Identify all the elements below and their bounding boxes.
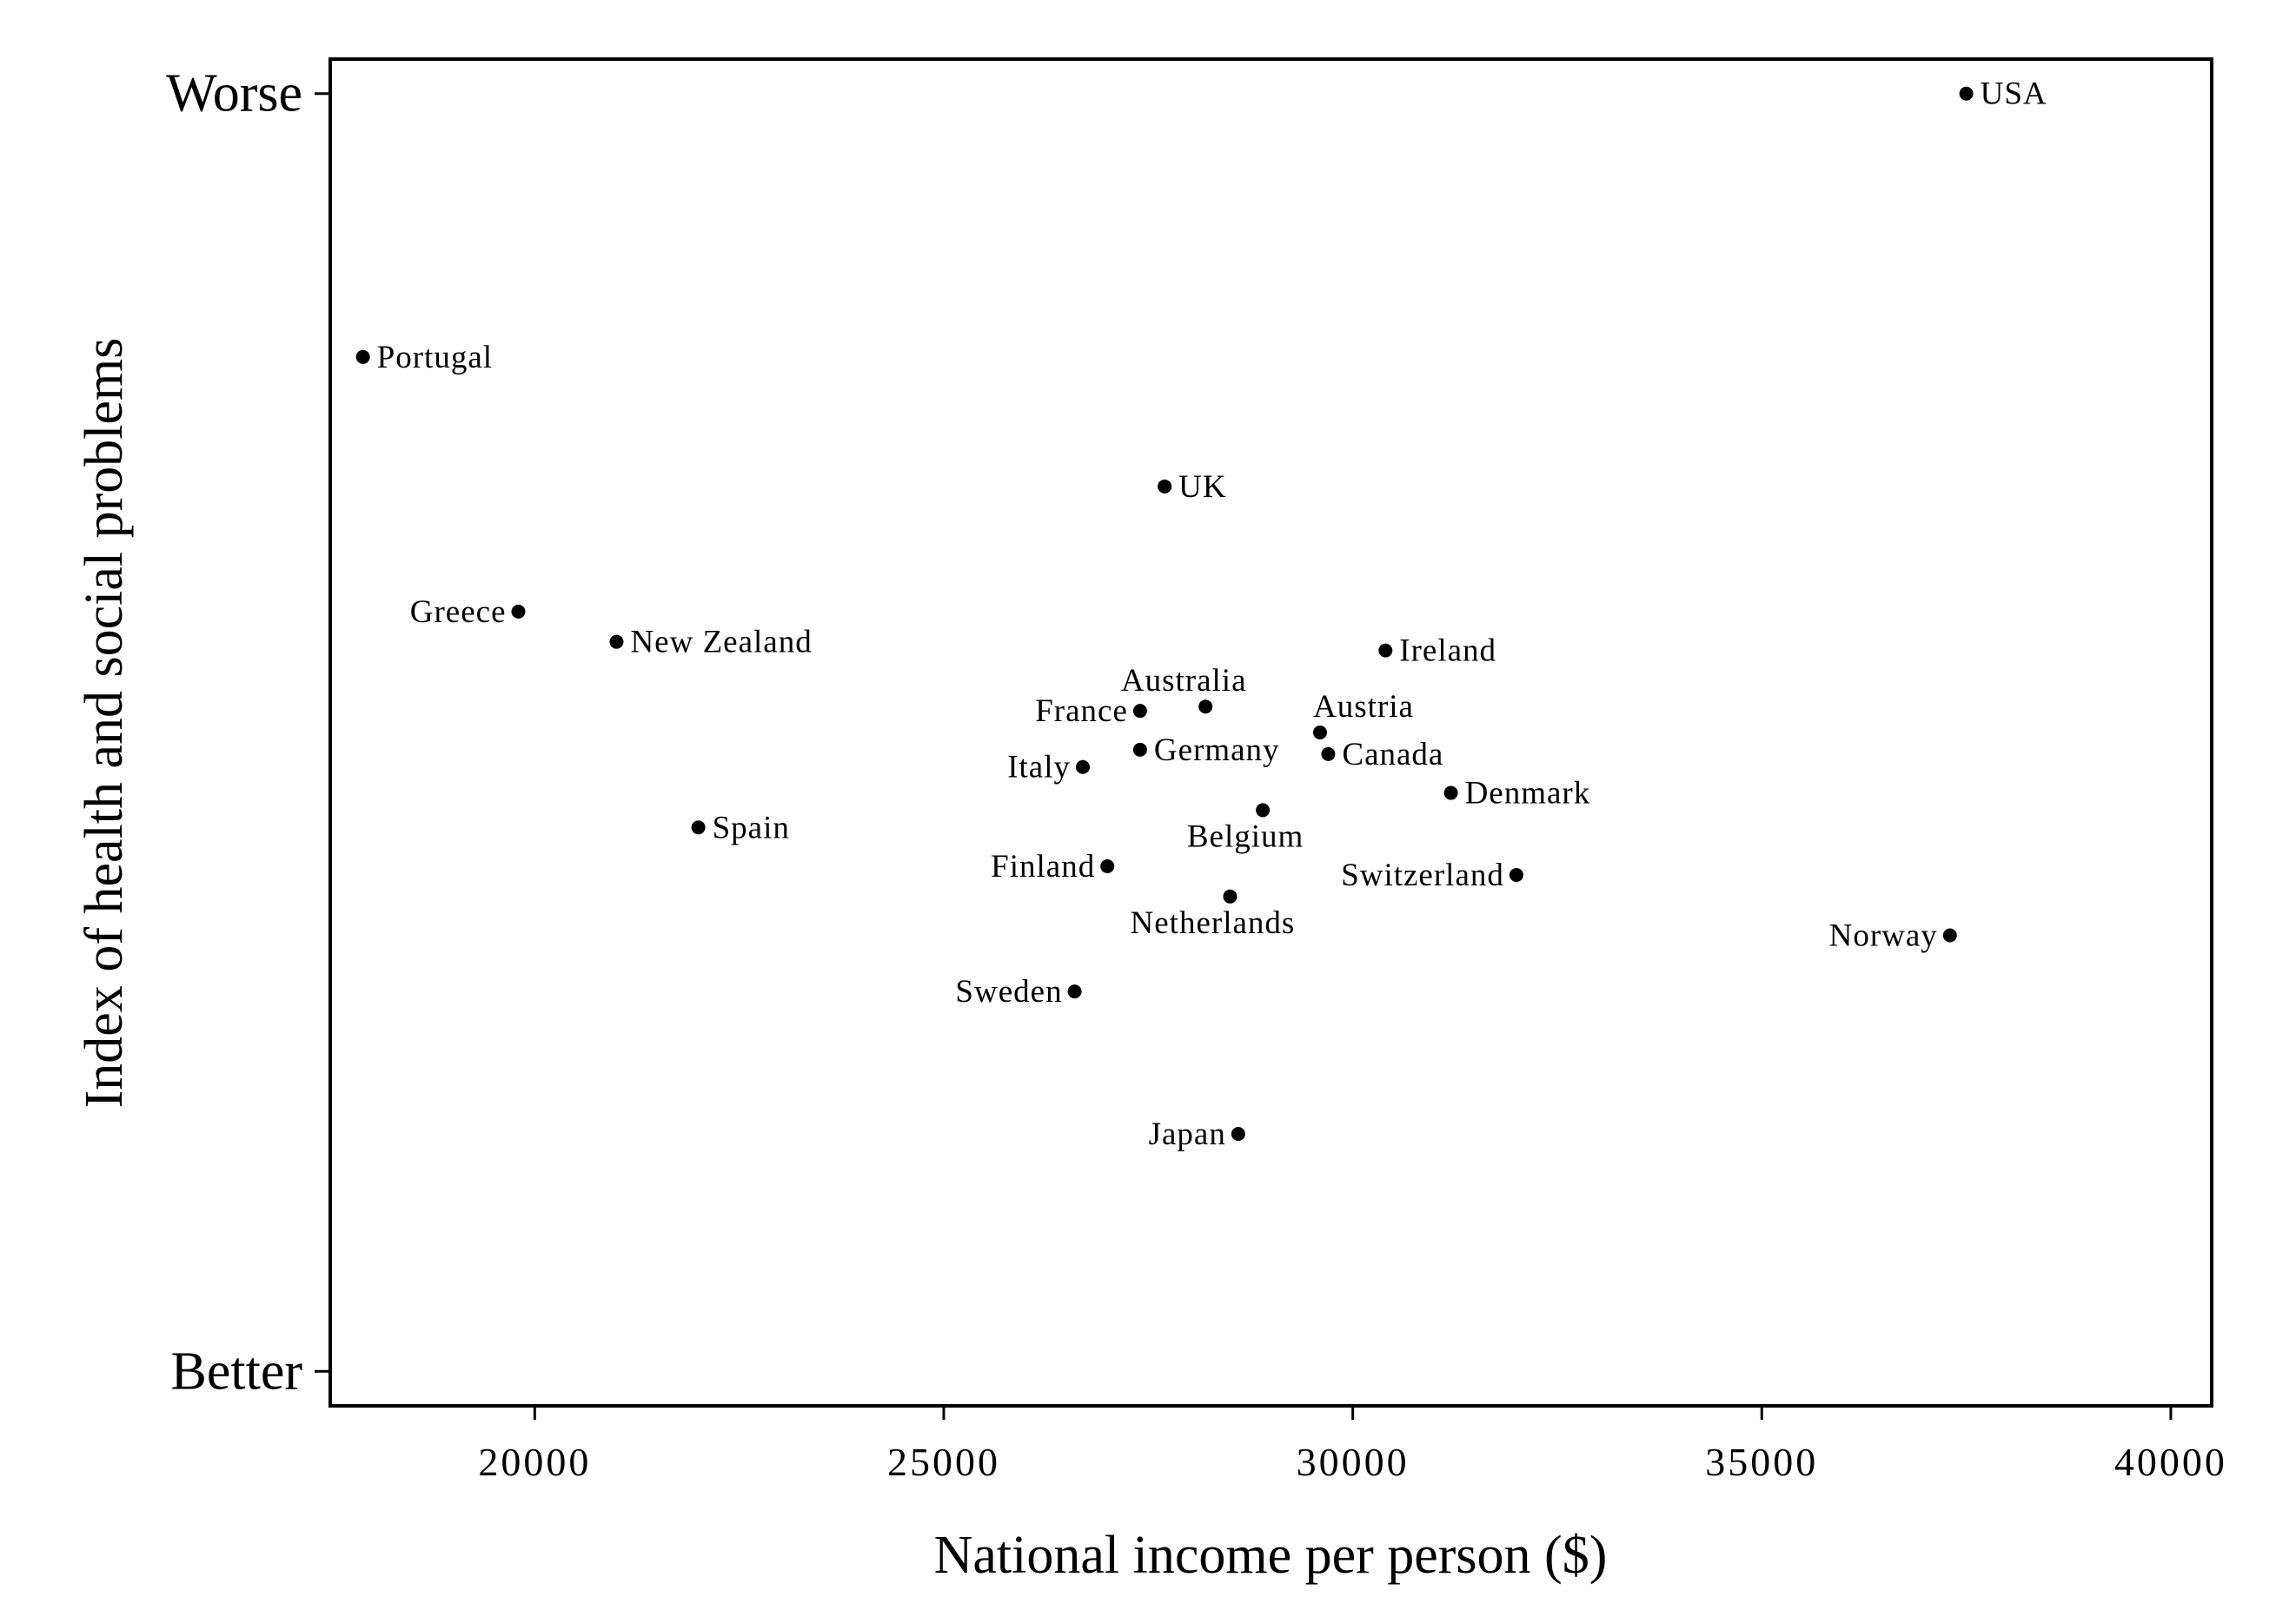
label-usa: USA: [1981, 76, 2047, 112]
label-new-zealand: New Zealand: [630, 625, 812, 660]
x-tick-label: 35000: [1705, 1440, 1818, 1484]
point-austria: [1312, 726, 1327, 739]
label-austria: Austria: [1313, 689, 1414, 725]
label-japan: Japan: [1149, 1117, 1226, 1152]
label-norway: Norway: [1829, 918, 1938, 953]
label-australia: Australia: [1121, 663, 1247, 699]
point-norway: [1942, 928, 1957, 943]
data-points: [355, 86, 1974, 1142]
label-germany: Germany: [1154, 732, 1280, 768]
point-germany: [1132, 742, 1147, 757]
point-spain: [691, 820, 706, 835]
x-axis: 20000 25000 30000 35000 40000: [478, 1406, 2227, 1484]
label-france: France: [1035, 693, 1128, 729]
point-canada: [1321, 746, 1336, 761]
label-spain: Spain: [713, 810, 790, 845]
point-denmark: [1443, 785, 1458, 800]
point-belgium: [1256, 803, 1271, 818]
point-australia: [1198, 699, 1213, 714]
point-switzerland: [1509, 867, 1523, 882]
y-tick-label-worse: Worse: [166, 64, 302, 123]
point-labels: USA Portugal UK Greece New Zealand Ireland Aus…: [377, 76, 2047, 1152]
point-finland: [1100, 859, 1115, 874]
point-new-zealand: [609, 634, 624, 649]
plot-frame: [328, 57, 2213, 1408]
label-italy: Italy: [1007, 750, 1071, 785]
point-japan: [1231, 1127, 1245, 1142]
x-tick-label: 20000: [478, 1440, 591, 1484]
y-tick-label-better: Better: [171, 1342, 303, 1401]
label-denmark: Denmark: [1465, 776, 1591, 812]
label-ireland: Ireland: [1399, 633, 1496, 669]
point-france: [1132, 704, 1147, 719]
point-sweden: [1067, 984, 1082, 999]
label-finland: Finland: [991, 849, 1095, 885]
y-axis-title: Index of health and social problems: [75, 338, 134, 1109]
point-usa: [1959, 86, 1974, 101]
point-greece: [511, 604, 526, 619]
y-axis: Worse Better: [166, 64, 330, 1401]
label-sweden: Sweden: [955, 974, 1062, 1010]
label-uk: UK: [1178, 469, 1226, 505]
label-switzerland: Switzerland: [1341, 858, 1504, 893]
label-canada: Canada: [1342, 737, 1443, 772]
label-netherlands: Netherlands: [1131, 905, 1296, 941]
label-belgium: Belgium: [1187, 818, 1304, 854]
point-netherlands: [1223, 889, 1238, 904]
label-greece: Greece: [410, 594, 507, 630]
x-tick-label: 40000: [2114, 1440, 2227, 1484]
point-ireland: [1378, 643, 1393, 658]
x-tick-label: 30000: [1297, 1440, 1410, 1484]
point-uk: [1158, 479, 1172, 494]
x-tick-label: 25000: [887, 1440, 1000, 1484]
label-portugal: Portugal: [377, 340, 493, 375]
point-portugal: [355, 349, 370, 364]
x-axis-title: National income per person ($): [934, 1526, 1608, 1585]
point-italy: [1076, 759, 1090, 774]
